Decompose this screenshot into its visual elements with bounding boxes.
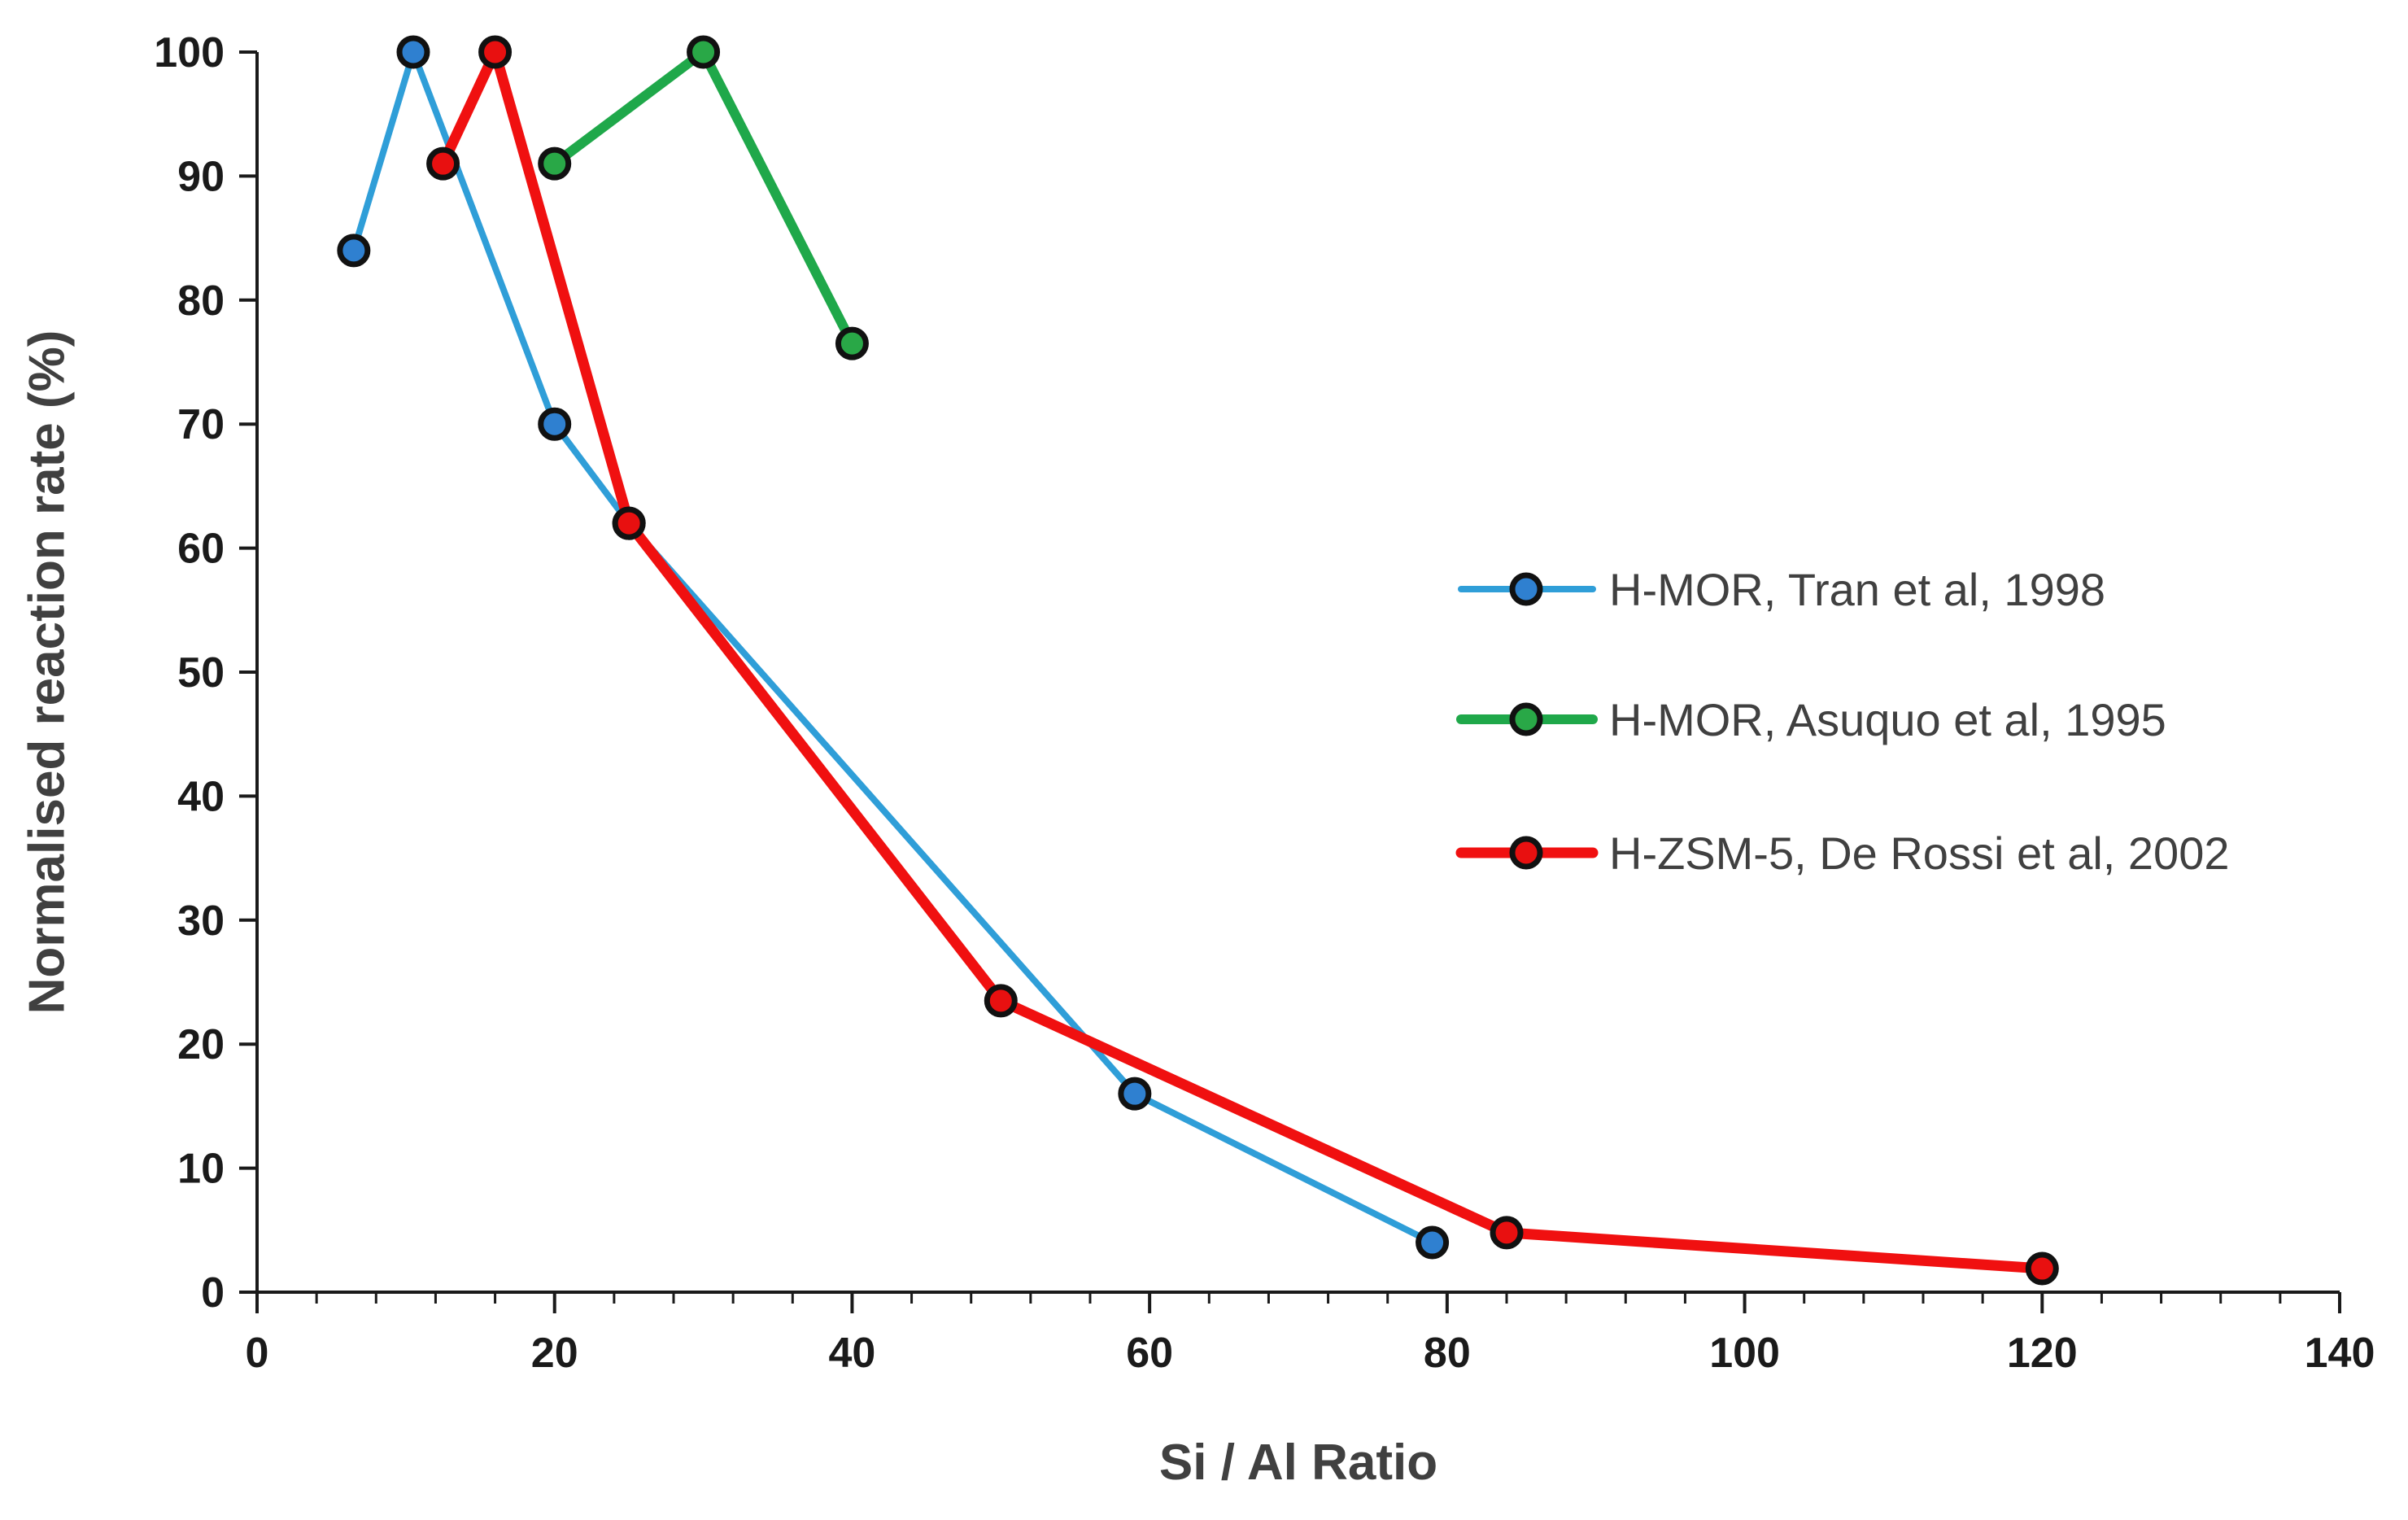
legend-label: H-MOR, Tran et al, 1998 bbox=[1609, 564, 2105, 615]
x-tick-label: 140 bbox=[2305, 1330, 2375, 1377]
y-tick-label: 30 bbox=[177, 898, 225, 945]
y-tick-label: 40 bbox=[177, 773, 225, 820]
data-point bbox=[337, 234, 371, 268]
y-tick-label: 50 bbox=[177, 649, 225, 697]
y-tick-label: 70 bbox=[177, 401, 225, 448]
x-tick-label: 100 bbox=[1709, 1330, 1780, 1377]
legend-marker bbox=[1509, 572, 1543, 606]
data-point bbox=[538, 407, 572, 441]
legend-marker bbox=[1509, 702, 1543, 736]
x-tick-label: 0 bbox=[246, 1330, 269, 1377]
series-line bbox=[350, 49, 1436, 1247]
legend-label: H-MOR, Asuquo et al, 1995 bbox=[1609, 694, 2166, 745]
data-point bbox=[478, 35, 513, 69]
y-tick-label: 100 bbox=[154, 29, 225, 76]
data-point bbox=[1118, 1077, 1152, 1111]
data-point bbox=[687, 35, 721, 69]
y-axis-title: Normalised reaction rate (%) bbox=[19, 330, 75, 1015]
series-3 bbox=[438, 46, 2048, 1274]
legend: H-MOR, Tran et al, 1998 H-MOR, Asuquo et … bbox=[1455, 564, 2229, 879]
legend-entry-2: H-MOR, Asuquo et al, 1995 bbox=[1456, 694, 2166, 745]
data-point bbox=[396, 35, 430, 69]
data-point bbox=[1416, 1225, 1450, 1260]
series-line bbox=[438, 46, 2048, 1274]
x-tick-label: 120 bbox=[2007, 1330, 2078, 1377]
data-point bbox=[984, 984, 1018, 1018]
series-1-markers bbox=[337, 35, 1450, 1260]
y-tick-label: 90 bbox=[177, 153, 225, 200]
y-tick-label: 20 bbox=[177, 1021, 225, 1068]
legend-entry-1: H-MOR, Tran et al, 1998 bbox=[1458, 564, 2105, 615]
data-point bbox=[426, 146, 460, 181]
series-line bbox=[549, 47, 857, 349]
data-point bbox=[835, 326, 869, 360]
y-tick-label: 0 bbox=[201, 1269, 225, 1317]
series-2 bbox=[549, 47, 857, 349]
y-tick-label: 10 bbox=[177, 1146, 225, 1193]
series-3-markers bbox=[426, 35, 2059, 1286]
x-tick-label: 60 bbox=[1126, 1330, 1173, 1377]
y-tick-label: 60 bbox=[177, 526, 225, 573]
x-tick-label: 20 bbox=[531, 1330, 578, 1377]
y-tick-label: 80 bbox=[177, 277, 225, 325]
data-point bbox=[2025, 1251, 2059, 1286]
x-tick-label: 80 bbox=[1424, 1330, 1471, 1377]
series-1 bbox=[350, 49, 1436, 1247]
data-point bbox=[538, 146, 572, 181]
axes: 0 10 20 30 40 50 60 70 80 90 100 0 20 40 60 80 100 120 140 bbox=[154, 29, 2375, 1377]
series-2-markers bbox=[538, 35, 869, 360]
x-tick-label: 40 bbox=[829, 1330, 876, 1377]
series-group bbox=[337, 35, 2059, 1286]
legend-label: H-ZSM-5, De Rossi et al, 2002 bbox=[1609, 828, 2229, 879]
data-point bbox=[1490, 1216, 1524, 1250]
legend-entry-3: H-ZSM-5, De Rossi et al, 2002 bbox=[1455, 828, 2229, 879]
x-axis-title: Si / Al Ratio bbox=[1159, 1435, 1437, 1491]
data-point bbox=[612, 506, 646, 540]
legend-marker bbox=[1509, 836, 1543, 870]
